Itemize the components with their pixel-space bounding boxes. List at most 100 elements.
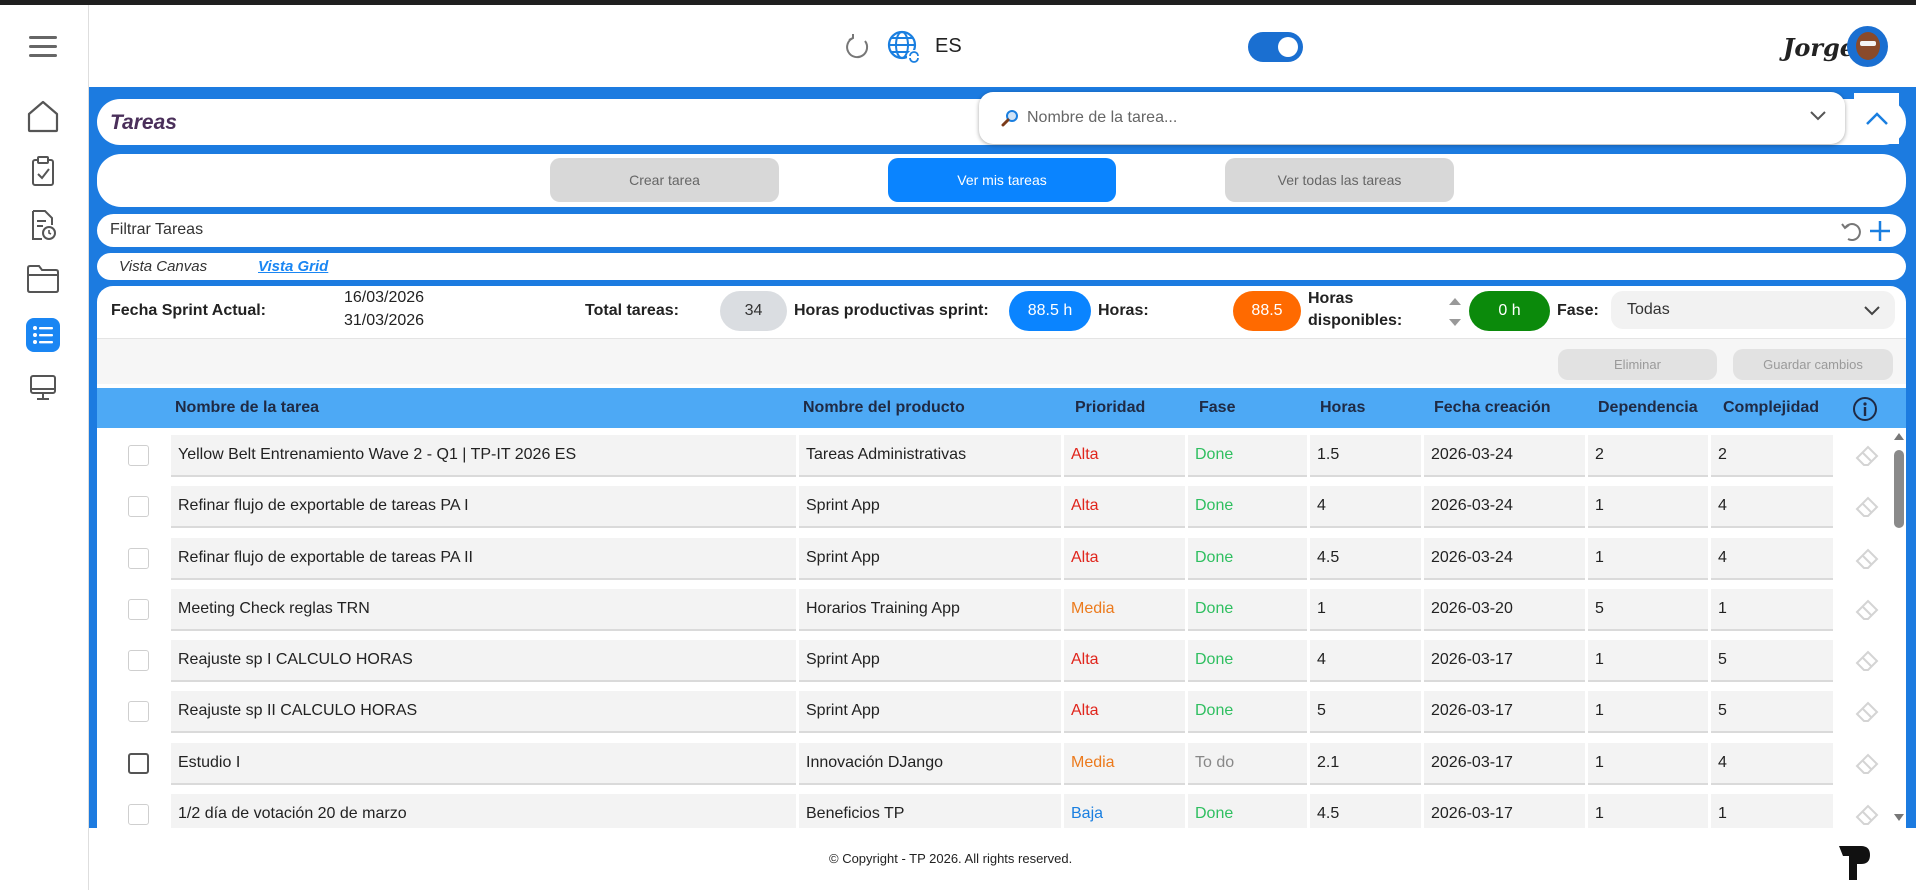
task-name-cell[interactable]: Refinar flujo de exportable de tareas PA… bbox=[171, 486, 796, 528]
delete-button[interactable]: Eliminar bbox=[1558, 349, 1717, 380]
phase-select[interactable]: Todas bbox=[1611, 291, 1895, 329]
created-cell[interactable]: 2026-03-17 bbox=[1424, 640, 1585, 682]
hours-cell[interactable]: 5 bbox=[1310, 691, 1421, 733]
scrollbar[interactable] bbox=[1892, 428, 1906, 828]
complexity-cell[interactable]: 4 bbox=[1711, 486, 1833, 528]
col-priority[interactable]: Prioridad bbox=[1075, 399, 1146, 416]
col-task-name[interactable]: Nombre de la tarea bbox=[175, 399, 320, 416]
phase-cell[interactable]: Done bbox=[1188, 538, 1307, 580]
sidebar-item-timesheet[interactable] bbox=[22, 204, 64, 246]
search-input[interactable]: Nombre de la tarea... bbox=[1027, 109, 1178, 126]
created-cell[interactable]: 2026-03-24 bbox=[1424, 435, 1585, 477]
hours-cell[interactable]: 2.1 bbox=[1310, 743, 1421, 785]
task-name-cell[interactable]: Reajuste sp I CALCULO HORAS bbox=[171, 640, 796, 682]
task-name-cell[interactable]: 1/2 día de votación 20 de marzo bbox=[171, 794, 796, 828]
eraser-icon[interactable] bbox=[1855, 548, 1879, 575]
row-checkbox[interactable] bbox=[128, 599, 149, 620]
complexity-cell[interactable]: 4 bbox=[1711, 743, 1833, 785]
user-name[interactable]: Jorge bbox=[1783, 33, 1856, 62]
priority-cell[interactable]: Alta bbox=[1064, 486, 1185, 528]
sidebar-item-monitor[interactable] bbox=[22, 367, 64, 409]
product-cell[interactable]: Sprint App bbox=[799, 640, 1061, 682]
scroll-up-icon[interactable] bbox=[1892, 430, 1906, 442]
theme-toggle[interactable] bbox=[1248, 32, 1303, 62]
complexity-cell[interactable]: 5 bbox=[1711, 640, 1833, 682]
sidebar-item-home[interactable] bbox=[22, 95, 64, 137]
language-code[interactable]: ES bbox=[935, 35, 962, 57]
col-dependency[interactable]: Dependencia bbox=[1598, 399, 1698, 416]
priority-cell[interactable]: Alta bbox=[1064, 435, 1185, 477]
search-box[interactable]: Nombre de la tarea... bbox=[979, 92, 1845, 144]
table-row[interactable]: Reajuste sp II CALCULO HORAS Sprint App … bbox=[114, 691, 1887, 735]
priority-cell[interactable]: Baja bbox=[1064, 794, 1185, 828]
row-checkbox[interactable] bbox=[128, 445, 149, 466]
table-row[interactable]: Estudio I Innovación DJango Media To do … bbox=[114, 743, 1887, 787]
sidebar-item-task-list[interactable] bbox=[26, 318, 60, 352]
table-row[interactable]: Reajuste sp I CALCULO HORAS Sprint App A… bbox=[114, 640, 1887, 684]
scroll-down-icon[interactable] bbox=[1892, 812, 1906, 824]
phase-cell[interactable]: Done bbox=[1188, 486, 1307, 528]
complexity-cell[interactable]: 1 bbox=[1711, 589, 1833, 631]
product-cell[interactable]: Innovación DJango bbox=[799, 743, 1061, 785]
phase-cell[interactable]: Done bbox=[1188, 435, 1307, 477]
menu-icon[interactable] bbox=[29, 34, 57, 58]
avatar[interactable] bbox=[1847, 26, 1888, 67]
eraser-icon[interactable] bbox=[1855, 804, 1879, 828]
col-created[interactable]: Fecha creación bbox=[1434, 399, 1551, 416]
phase-cell[interactable]: Done bbox=[1188, 794, 1307, 828]
complexity-cell[interactable]: 1 bbox=[1711, 794, 1833, 828]
phase-cell[interactable]: Done bbox=[1188, 589, 1307, 631]
col-complexity[interactable]: Complejidad bbox=[1723, 399, 1820, 416]
row-checkbox[interactable] bbox=[128, 804, 149, 825]
stepper-up-icon[interactable] bbox=[1448, 293, 1462, 311]
all-tasks-button[interactable]: Ver todas las tareas bbox=[1225, 158, 1454, 202]
create-task-button[interactable]: Crear tarea bbox=[550, 158, 779, 202]
hours-cell[interactable]: 1.5 bbox=[1310, 435, 1421, 477]
row-checkbox[interactable] bbox=[128, 701, 149, 722]
table-row[interactable]: Refinar flujo de exportable de tareas PA… bbox=[114, 486, 1887, 530]
eraser-icon[interactable] bbox=[1855, 650, 1879, 677]
task-name-cell[interactable]: Yellow Belt Entrenamiento Wave 2 - Q1 | … bbox=[171, 435, 796, 477]
dependency-cell[interactable]: 1 bbox=[1588, 691, 1708, 733]
product-cell[interactable]: Horarios Training App bbox=[799, 589, 1061, 631]
add-filter-icon[interactable] bbox=[1868, 219, 1892, 248]
sidebar-item-tasks-board[interactable] bbox=[22, 150, 64, 192]
my-tasks-button[interactable]: Ver mis tareas bbox=[888, 158, 1116, 202]
dependency-cell[interactable]: 2 bbox=[1588, 435, 1708, 477]
dependency-cell[interactable]: 1 bbox=[1588, 538, 1708, 580]
save-changes-button[interactable]: Guardar cambios bbox=[1733, 349, 1893, 380]
hours-cell[interactable]: 4.5 bbox=[1310, 538, 1421, 580]
view-grid-link[interactable]: Vista Grid bbox=[258, 258, 329, 275]
refresh-icon[interactable] bbox=[843, 33, 871, 61]
dependency-cell[interactable]: 1 bbox=[1588, 794, 1708, 828]
phase-cell[interactable]: To do bbox=[1188, 743, 1307, 785]
product-cell[interactable]: Sprint App bbox=[799, 538, 1061, 580]
hours-cell[interactable]: 4 bbox=[1310, 640, 1421, 682]
dependency-cell[interactable]: 1 bbox=[1588, 743, 1708, 785]
table-row[interactable]: 1/2 día de votación 20 de marzo Benefici… bbox=[114, 794, 1887, 828]
col-hours[interactable]: Horas bbox=[1320, 399, 1366, 416]
priority-cell[interactable]: Alta bbox=[1064, 640, 1185, 682]
task-name-cell[interactable]: Estudio I bbox=[171, 743, 796, 785]
created-cell[interactable]: 2026-03-24 bbox=[1424, 538, 1585, 580]
table-row[interactable]: Meeting Check reglas TRN Horarios Traini… bbox=[114, 589, 1887, 633]
stepper-down-icon[interactable] bbox=[1448, 315, 1462, 333]
task-name-cell[interactable]: Reajuste sp II CALCULO HORAS bbox=[171, 691, 796, 733]
col-product-name[interactable]: Nombre del producto bbox=[803, 399, 965, 416]
dependency-cell[interactable]: 1 bbox=[1588, 486, 1708, 528]
filter-card[interactable]: Filtrar Tareas bbox=[97, 214, 1906, 247]
eraser-icon[interactable] bbox=[1855, 599, 1879, 626]
created-cell[interactable]: 2026-03-24 bbox=[1424, 486, 1585, 528]
product-cell[interactable]: Tareas Administrativas bbox=[799, 435, 1061, 477]
complexity-cell[interactable]: 2 bbox=[1711, 435, 1833, 477]
task-name-cell[interactable]: Refinar flujo de exportable de tareas PA… bbox=[171, 538, 796, 580]
phase-cell[interactable]: Done bbox=[1188, 640, 1307, 682]
row-checkbox[interactable] bbox=[128, 753, 149, 774]
complexity-cell[interactable]: 4 bbox=[1711, 538, 1833, 580]
collapse-button[interactable] bbox=[1854, 93, 1899, 144]
eraser-icon[interactable] bbox=[1855, 496, 1879, 523]
eraser-icon[interactable] bbox=[1855, 701, 1879, 728]
complexity-cell[interactable]: 5 bbox=[1711, 691, 1833, 733]
row-checkbox[interactable] bbox=[128, 496, 149, 517]
priority-cell[interactable]: Media bbox=[1064, 743, 1185, 785]
